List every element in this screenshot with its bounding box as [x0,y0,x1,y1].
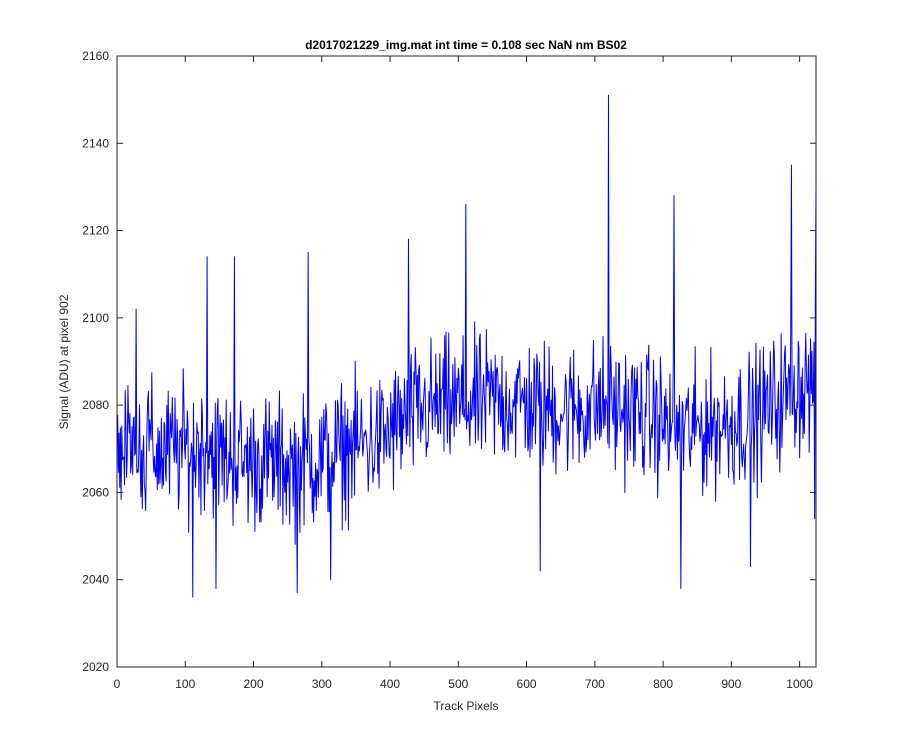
x-tick-label: 100 [175,677,195,691]
x-tick-label: 200 [244,677,264,691]
x-axis: 0 100 200 300 400 500 600 700 800 900 1000 [114,56,813,691]
y-axis-label: Signal (ADU) at pixel 902 [57,294,71,429]
y-tick-label: 2120 [82,224,109,238]
x-tick-label: 800 [653,677,673,691]
chart-title: d2017021229_img.mat int time = 0.108 sec… [305,38,627,52]
y-axis: 2020 2040 2060 2080 2100 2120 2140 2160 [82,49,816,674]
y-tick-label: 2020 [82,660,109,674]
y-tick-label: 2080 [82,398,109,412]
y-tick-label: 2060 [82,485,109,499]
x-tick-label: 700 [585,677,605,691]
y-tick-label: 2140 [82,136,109,150]
x-tick-label: 1000 [786,677,813,691]
x-tick-label: 300 [312,677,332,691]
x-tick-label: 500 [448,677,468,691]
x-axis-label: Track Pixels [434,699,499,713]
x-tick-label: 400 [380,677,400,691]
x-tick-label: 0 [114,677,121,691]
y-tick-label: 2040 [82,573,109,587]
y-tick-label: 2100 [82,311,109,325]
x-tick-label: 600 [517,677,537,691]
signal-series-line [117,94,817,598]
x-tick-label: 900 [721,677,741,691]
y-tick-label: 2160 [82,49,109,63]
